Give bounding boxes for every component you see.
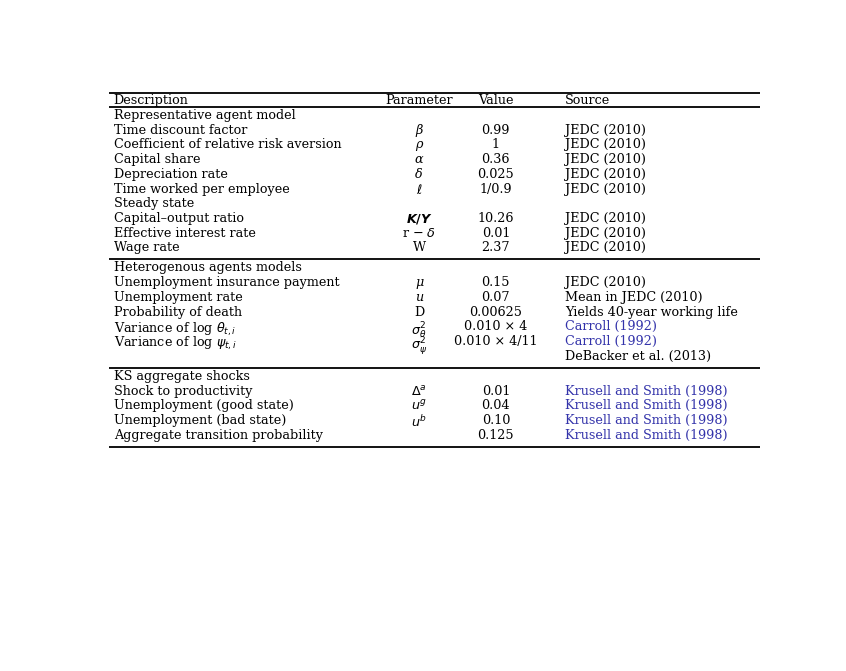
Text: u: u bbox=[415, 291, 423, 304]
Text: 0.010 × 4/11: 0.010 × 4/11 bbox=[454, 335, 537, 348]
Text: Mean in JEDC (2010): Mean in JEDC (2010) bbox=[564, 291, 702, 304]
Text: α: α bbox=[415, 153, 424, 166]
Text: Variance of log $\theta_{t,i}$: Variance of log $\theta_{t,i}$ bbox=[113, 320, 236, 338]
Text: 0.025: 0.025 bbox=[477, 168, 514, 180]
Text: 0.00625: 0.00625 bbox=[470, 305, 522, 319]
Text: Coefficient of relative risk aversion: Coefficient of relative risk aversion bbox=[113, 138, 341, 152]
Text: 10.26: 10.26 bbox=[478, 212, 514, 225]
Text: Krusell and Smith (1998): Krusell and Smith (1998) bbox=[564, 429, 728, 442]
Text: Description: Description bbox=[113, 94, 189, 107]
Text: Variance of log $\psi_{t,i}$: Variance of log $\psi_{t,i}$ bbox=[113, 335, 237, 352]
Text: μ: μ bbox=[415, 276, 423, 289]
Text: β: β bbox=[415, 123, 423, 137]
Text: Krusell and Smith (1998): Krusell and Smith (1998) bbox=[564, 384, 728, 397]
Text: δ: δ bbox=[415, 168, 423, 180]
Text: JEDC (2010): JEDC (2010) bbox=[564, 276, 645, 289]
Text: Carroll (1992): Carroll (1992) bbox=[564, 335, 656, 348]
Text: ρ: ρ bbox=[415, 138, 423, 152]
Text: DeBacker et al. (2013): DeBacker et al. (2013) bbox=[564, 350, 711, 363]
Text: Unemployment (good state): Unemployment (good state) bbox=[113, 399, 294, 412]
Text: JEDC (2010): JEDC (2010) bbox=[564, 138, 645, 152]
Text: $u^{g}$: $u^{g}$ bbox=[411, 399, 427, 413]
Text: Probability of death: Probability of death bbox=[113, 305, 242, 319]
Text: Wage rate: Wage rate bbox=[113, 242, 179, 254]
Text: JEDC (2010): JEDC (2010) bbox=[564, 153, 645, 166]
Text: 0.010 × 4: 0.010 × 4 bbox=[464, 320, 528, 333]
Text: Source: Source bbox=[564, 94, 610, 107]
Text: Capital–output ratio: Capital–output ratio bbox=[113, 212, 244, 225]
Text: $\boldsymbol{K/Y}$: $\boldsymbol{K/Y}$ bbox=[406, 212, 432, 226]
Text: JEDC (2010): JEDC (2010) bbox=[564, 227, 645, 240]
Text: JEDC (2010): JEDC (2010) bbox=[564, 168, 645, 180]
Text: Steady state: Steady state bbox=[113, 197, 194, 210]
Text: Time discount factor: Time discount factor bbox=[113, 123, 247, 137]
Text: JEDC (2010): JEDC (2010) bbox=[564, 242, 645, 254]
Text: Krusell and Smith (1998): Krusell and Smith (1998) bbox=[564, 414, 728, 427]
Text: Unemployment rate: Unemployment rate bbox=[113, 291, 242, 304]
Text: Yields 40-year working life: Yields 40-year working life bbox=[564, 305, 738, 319]
Text: D: D bbox=[414, 305, 425, 319]
Text: Unemployment (bad state): Unemployment (bad state) bbox=[113, 414, 286, 427]
Text: 0.15: 0.15 bbox=[481, 276, 510, 289]
Text: 0.01: 0.01 bbox=[481, 227, 510, 240]
Text: $u^{b}$: $u^{b}$ bbox=[411, 414, 427, 430]
Text: Parameter: Parameter bbox=[385, 94, 453, 107]
Text: Carroll (1992): Carroll (1992) bbox=[564, 320, 656, 333]
Text: Value: Value bbox=[478, 94, 514, 107]
Text: Shock to productivity: Shock to productivity bbox=[113, 384, 252, 397]
Text: 0.36: 0.36 bbox=[481, 153, 510, 166]
Text: Krusell and Smith (1998): Krusell and Smith (1998) bbox=[564, 399, 728, 412]
Text: W: W bbox=[413, 242, 426, 254]
Text: 0.01: 0.01 bbox=[481, 384, 510, 397]
Text: 0.125: 0.125 bbox=[477, 429, 514, 442]
Text: 0.04: 0.04 bbox=[481, 399, 510, 412]
Text: 0.10: 0.10 bbox=[481, 414, 510, 427]
Text: 1/0.9: 1/0.9 bbox=[480, 183, 512, 195]
Text: $\sigma_{\theta}^{2}$: $\sigma_{\theta}^{2}$ bbox=[411, 320, 427, 341]
Text: $\ell$: $\ell$ bbox=[416, 183, 422, 197]
Text: 0.99: 0.99 bbox=[481, 123, 510, 137]
Text: Representative agent model: Representative agent model bbox=[113, 109, 295, 122]
Text: JEDC (2010): JEDC (2010) bbox=[564, 212, 645, 225]
Text: KS aggregate shocks: KS aggregate shocks bbox=[113, 370, 250, 383]
Text: Depreciation rate: Depreciation rate bbox=[113, 168, 228, 180]
Text: 1: 1 bbox=[492, 138, 500, 152]
Text: Unemployment insurance payment: Unemployment insurance payment bbox=[113, 276, 339, 289]
Text: Time worked per employee: Time worked per employee bbox=[113, 183, 289, 195]
Text: $\sigma_{\psi}^{2}$: $\sigma_{\psi}^{2}$ bbox=[411, 335, 427, 357]
Text: JEDC (2010): JEDC (2010) bbox=[564, 123, 645, 137]
Text: $\Delta^{a}$: $\Delta^{a}$ bbox=[411, 384, 427, 399]
Text: Capital share: Capital share bbox=[113, 153, 201, 166]
Text: 0.07: 0.07 bbox=[481, 291, 510, 304]
Text: r $-$ $\delta$: r $-$ $\delta$ bbox=[402, 227, 437, 240]
Text: Effective interest rate: Effective interest rate bbox=[113, 227, 255, 240]
Text: JEDC (2010): JEDC (2010) bbox=[564, 183, 645, 195]
Text: Heterogenous agents models: Heterogenous agents models bbox=[113, 262, 301, 274]
Text: Aggregate transition probability: Aggregate transition probability bbox=[113, 429, 322, 442]
Text: 2.37: 2.37 bbox=[481, 242, 510, 254]
